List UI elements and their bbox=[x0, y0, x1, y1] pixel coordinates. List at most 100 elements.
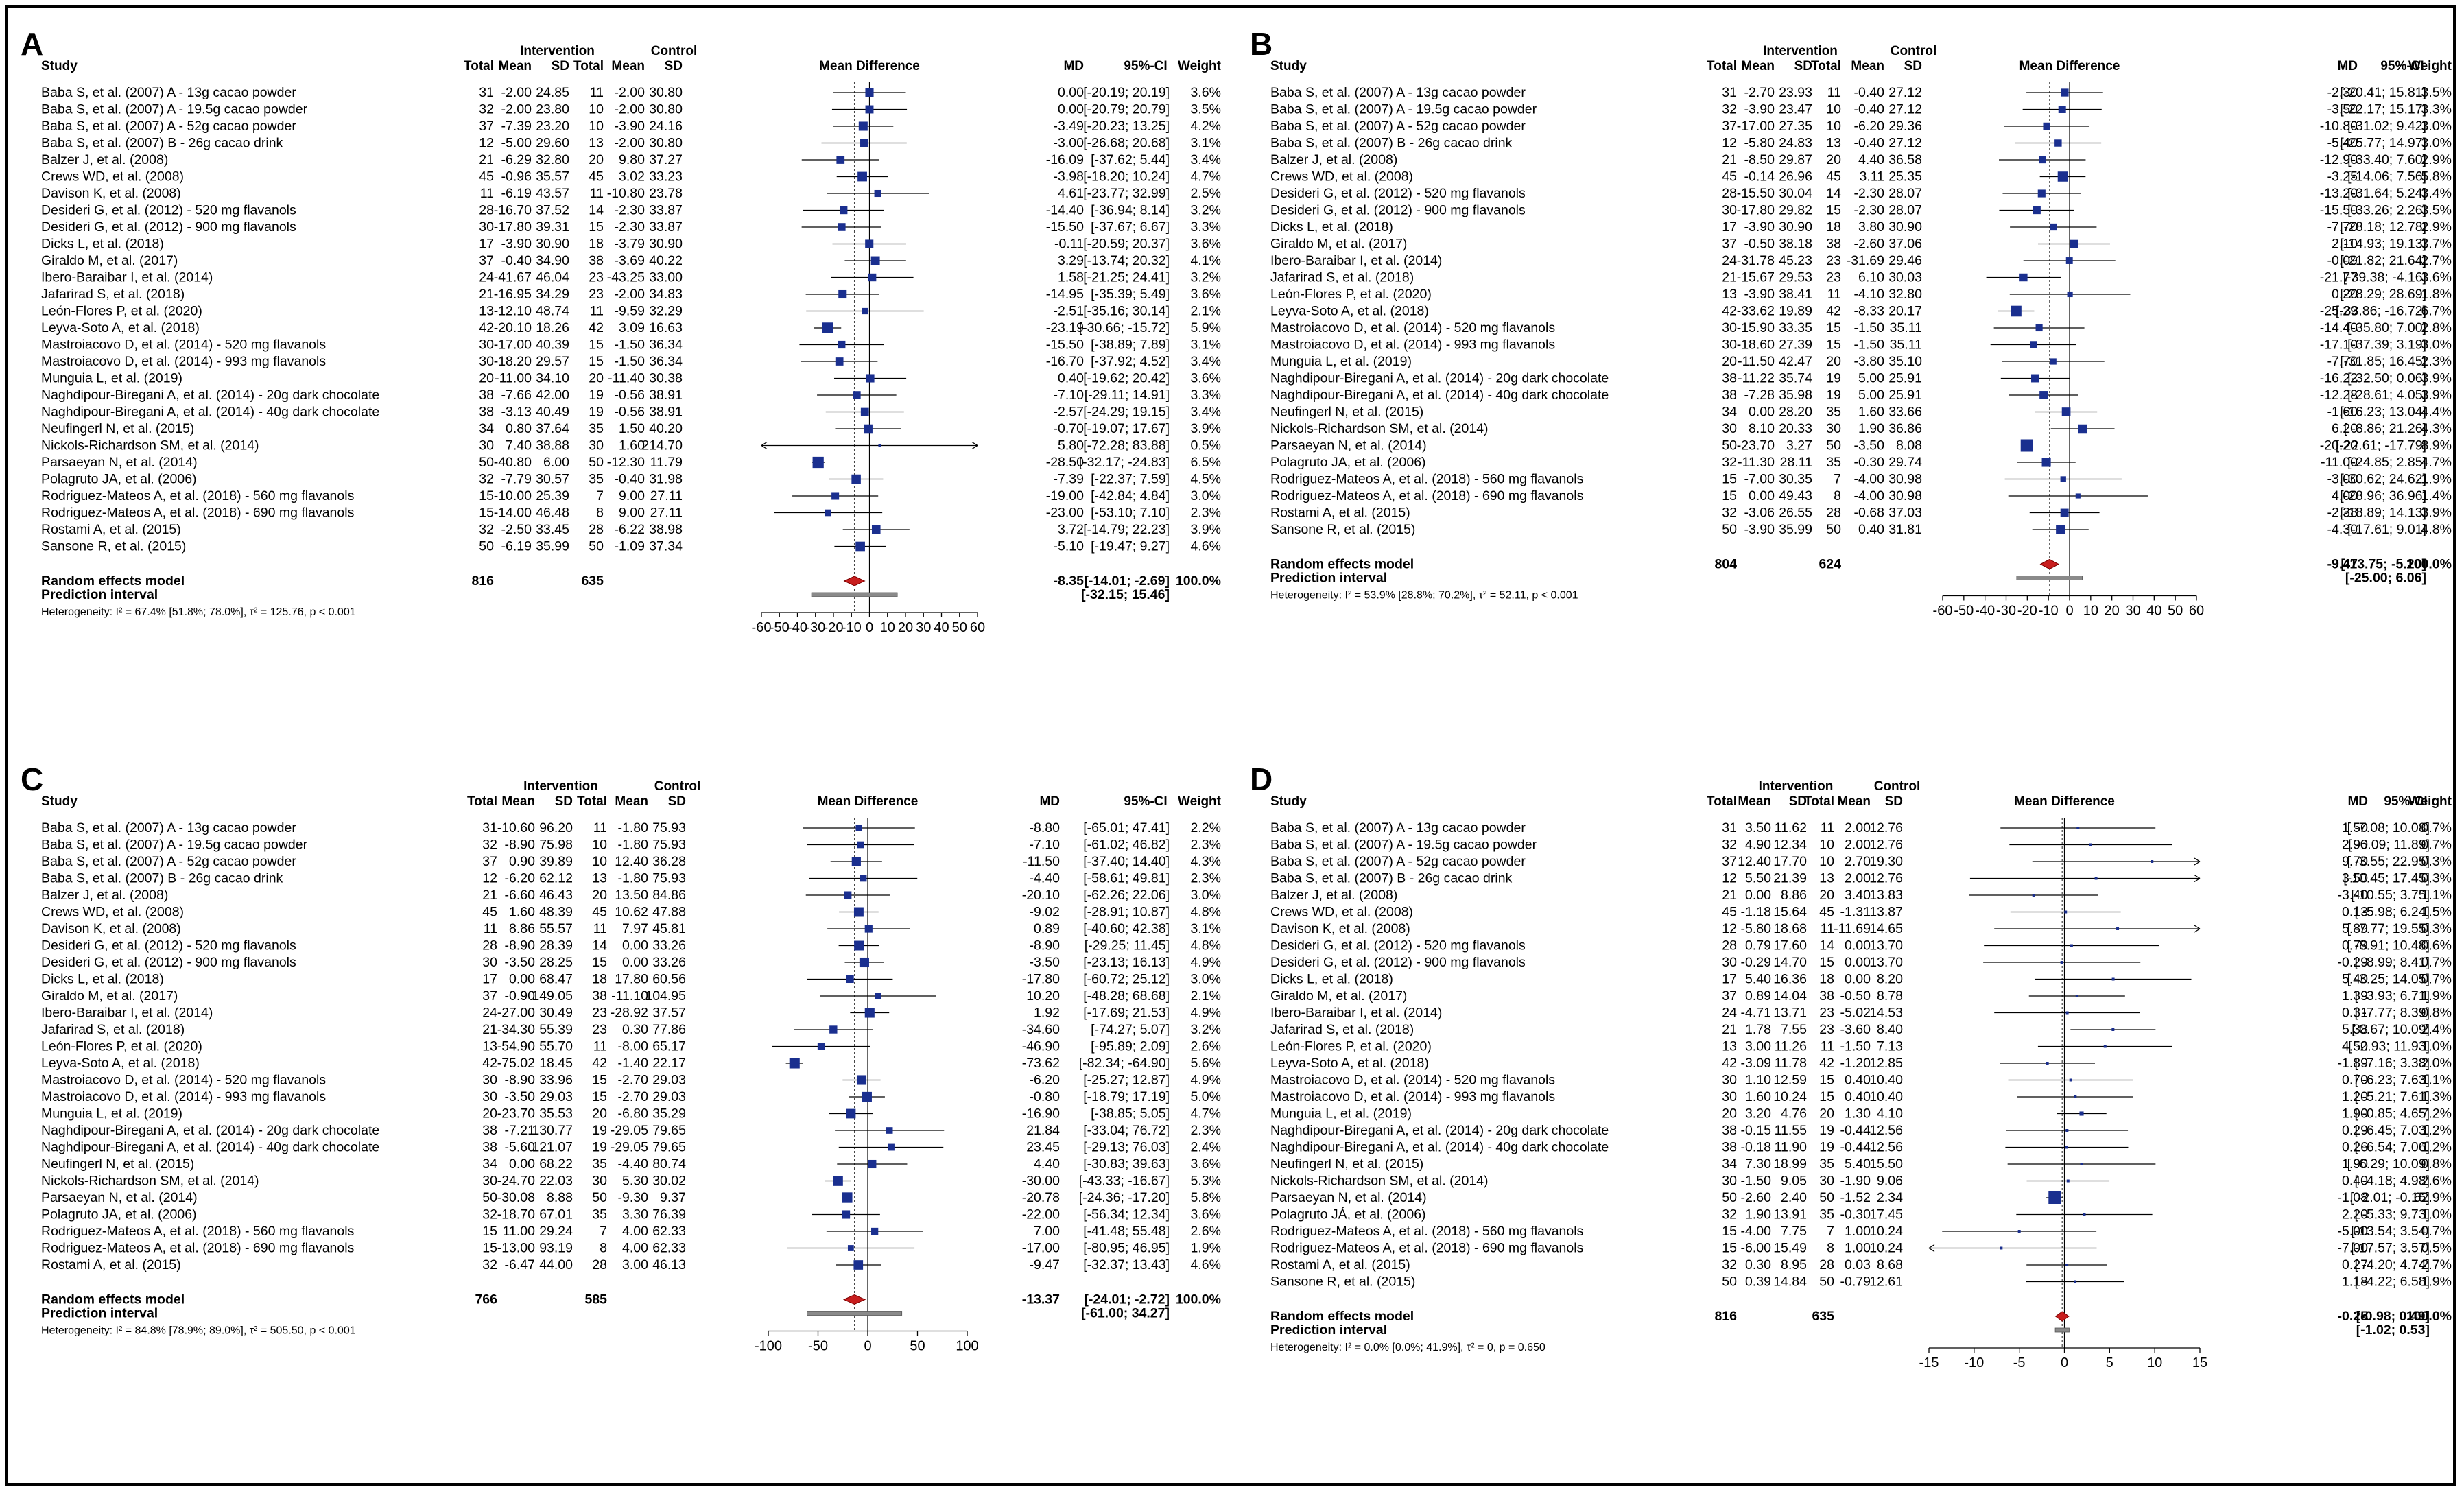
control-mean: -2.30 bbox=[615, 220, 645, 235]
intervention-mean: 1.60 bbox=[509, 905, 535, 920]
study-md: 1.20 bbox=[2342, 1089, 2368, 1104]
pooled-ci: [-14.01; -2.69] bbox=[1084, 573, 1170, 589]
control-sd: 32.29 bbox=[649, 304, 683, 319]
study-md: 1.92 bbox=[1034, 1006, 1060, 1021]
x-tick-label: -30 bbox=[1996, 604, 2016, 619]
study-name: Neufingerl N, et al. (2015) bbox=[1270, 405, 1423, 420]
study-name: Rostami A, et al. (2015) bbox=[41, 1257, 181, 1272]
control-mean: 3.80 bbox=[1858, 220, 1884, 235]
study-md: -17.80 bbox=[1022, 972, 1060, 987]
study-ci: [-24.29; 19.15] bbox=[1083, 405, 1170, 420]
md-header: MD bbox=[2337, 59, 2358, 73]
intervention-total: 37 bbox=[482, 988, 497, 1004]
control-total: 15 bbox=[589, 354, 604, 369]
control-total-header: Total bbox=[1811, 59, 1841, 73]
control-mean: -4.00 bbox=[1854, 472, 1885, 487]
study-box bbox=[847, 1245, 854, 1251]
intervention-total: 32 bbox=[482, 838, 497, 853]
study-box bbox=[2057, 171, 2068, 182]
intervention-total: 32 bbox=[482, 1257, 497, 1272]
intervention-mean: -1.50 bbox=[1741, 1174, 1772, 1189]
study-md: -4.30 bbox=[2327, 522, 2358, 537]
intervention-sd: 121.07 bbox=[532, 1140, 573, 1155]
study-ci: [ -4.18; 4.98] bbox=[2355, 1174, 2430, 1189]
control-mean: 1.00 bbox=[1845, 1224, 1871, 1239]
intervention-sd: 22.03 bbox=[539, 1174, 573, 1189]
study-box bbox=[2060, 476, 2066, 482]
study-name: Baba S, et al. (2007) A - 19.5g cacao po… bbox=[1270, 838, 1537, 853]
control-sd: 27.12 bbox=[1888, 102, 1922, 117]
panel-letter: B bbox=[1250, 26, 1272, 62]
x-tick-label: 30 bbox=[916, 620, 931, 635]
control-mean: -0.40 bbox=[615, 472, 645, 487]
study-name: Baba S, et al. (2007) A - 52g cacao powd… bbox=[1270, 119, 1526, 134]
x-tick-label: 0 bbox=[2061, 1355, 2068, 1371]
study-weight: 4.7% bbox=[1191, 1106, 1221, 1122]
intervention-total: 37 bbox=[1722, 988, 1737, 1004]
control-sd-header: SD bbox=[1904, 59, 1922, 73]
study-name: Ibero-Baraibar I, et al. (2014) bbox=[41, 270, 213, 285]
control-mean: -3.90 bbox=[615, 119, 645, 134]
intervention-mean: -8.90 bbox=[505, 838, 536, 853]
control-mean: -0.44 bbox=[1840, 1123, 1871, 1138]
study-name: Rodriguez-Mateos A, et al. (2018) - 690 … bbox=[1270, 488, 1584, 503]
study-md: -20.20 bbox=[2320, 438, 2358, 453]
study-ci: [ -6.09; 11.89] bbox=[2348, 838, 2430, 853]
intervention-total: 15 bbox=[479, 506, 494, 521]
intervention-total: 15 bbox=[482, 1241, 497, 1256]
study-box bbox=[2019, 273, 2028, 282]
study-weight: 4.8% bbox=[1191, 938, 1221, 953]
study-name: Naghdipour-Biregani A, et al. (2014) - 4… bbox=[41, 405, 379, 420]
study-weight: 0.3% bbox=[2421, 854, 2452, 869]
study-md: -5.00 bbox=[2338, 1224, 2369, 1239]
control-mean: 9.00 bbox=[619, 506, 645, 521]
study-md: -13.20 bbox=[2320, 186, 2358, 201]
intervention-mean: -14.00 bbox=[494, 506, 532, 521]
study-box bbox=[2037, 189, 2046, 198]
study-box bbox=[2076, 827, 2080, 829]
study-md: -16.90 bbox=[1022, 1106, 1060, 1122]
control-total: 30 bbox=[589, 438, 604, 453]
study-md: -20.10 bbox=[1022, 888, 1060, 903]
study-box bbox=[2054, 139, 2062, 147]
study-name: Parsaeyan N, et al. (2014) bbox=[41, 1190, 198, 1205]
intervention-total: 38 bbox=[479, 388, 494, 403]
intervention-sd: 35.99 bbox=[1779, 522, 1812, 537]
study-md: -4.40 bbox=[1030, 871, 1061, 886]
study-ci: [-33.26; 2.26] bbox=[2347, 203, 2426, 218]
study-name: Rostami A, et al. (2015) bbox=[1270, 1257, 1410, 1272]
intervention-mean: -6.19 bbox=[501, 186, 532, 201]
study-weight: 0.5% bbox=[1191, 438, 1221, 453]
study-md: -9.02 bbox=[1030, 905, 1060, 920]
study-ci: [-25.27; 12.87] bbox=[1083, 1073, 1170, 1088]
control-sd: 79.65 bbox=[652, 1140, 686, 1155]
study-box bbox=[860, 407, 869, 416]
study-weight: 3.4% bbox=[1191, 405, 1221, 420]
study-box bbox=[853, 907, 864, 917]
intervention-mean: 0.00 bbox=[509, 1157, 535, 1172]
intervention-total: 45 bbox=[1722, 169, 1737, 185]
study-box bbox=[864, 1008, 875, 1018]
control-total-header: Total bbox=[573, 59, 604, 73]
control-sd: 27.12 bbox=[1888, 136, 1922, 151]
control-total: 20 bbox=[1826, 152, 1841, 167]
x-tick-label: 10 bbox=[880, 620, 895, 635]
study-md: -25.29 bbox=[2320, 304, 2358, 319]
control-total: 35 bbox=[1826, 455, 1841, 470]
control-total: 30 bbox=[1826, 421, 1841, 436]
control-total: 38 bbox=[1819, 988, 1834, 1004]
study-box bbox=[817, 1043, 825, 1050]
control-total: 19 bbox=[1826, 388, 1841, 403]
control-sd: 76.39 bbox=[652, 1207, 686, 1222]
control-mean: 13.50 bbox=[615, 888, 648, 903]
x-tick-label: 10 bbox=[2083, 604, 2098, 619]
study-box bbox=[886, 1127, 893, 1134]
study-md: -7.39 bbox=[1054, 472, 1084, 487]
intervention-sd: 27.39 bbox=[1779, 337, 1812, 353]
study-name: Desideri G, et al. (2012) - 900 mg flava… bbox=[1270, 203, 1526, 218]
study-box bbox=[2067, 291, 2073, 298]
intervention-total: 30 bbox=[479, 354, 494, 369]
intervention-total: 30 bbox=[1722, 955, 1737, 970]
intervention-total: 12 bbox=[1722, 136, 1737, 151]
control-mean: -3.69 bbox=[615, 253, 645, 268]
